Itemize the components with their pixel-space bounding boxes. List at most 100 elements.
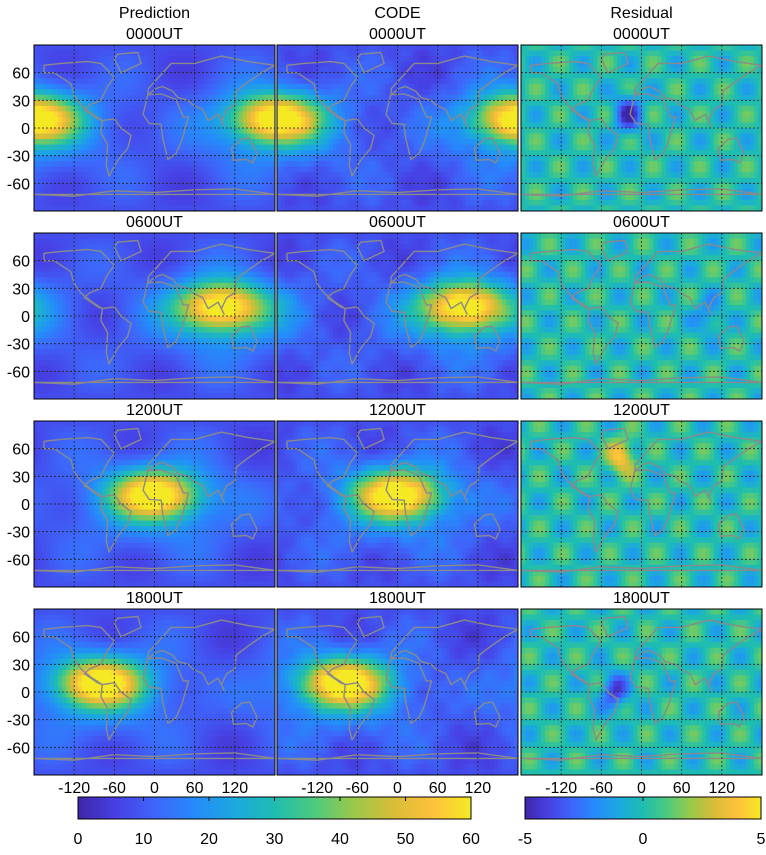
heatmap-cell — [187, 62, 192, 68]
heatmap-cell — [66, 111, 71, 117]
heatmap-cell — [569, 117, 574, 123]
heatmap-cell — [658, 167, 663, 173]
heatmap-cell — [285, 161, 290, 167]
heatmap-cell — [414, 194, 419, 200]
heatmap-cell — [211, 78, 216, 84]
heatmap-cell — [545, 106, 550, 112]
heatmap-cell — [263, 194, 268, 200]
heatmap-cell — [337, 194, 342, 200]
heatmap-cell — [658, 183, 663, 189]
heatmap-cell — [42, 45, 47, 51]
heatmap-cell — [349, 100, 354, 106]
heatmap-cell — [662, 56, 667, 62]
heatmap-cell — [533, 111, 538, 117]
heatmap-cell — [385, 62, 390, 68]
heatmap-cell — [506, 161, 511, 167]
heatmap-cell — [293, 139, 298, 145]
heatmap-cell — [642, 161, 647, 167]
heatmap-cell — [259, 161, 264, 167]
heatmap-cell — [277, 89, 282, 95]
heatmap-cell — [621, 200, 626, 206]
heatmap-cell — [502, 156, 507, 162]
heatmap-cell — [203, 78, 208, 84]
heatmap-cell — [446, 139, 451, 145]
heatmap-cell — [633, 194, 638, 200]
heatmap-cell — [365, 117, 370, 123]
heatmap-cell — [58, 156, 63, 162]
heatmap-cell — [309, 73, 314, 79]
heatmap-cell — [698, 134, 703, 140]
heatmap-cell — [545, 139, 550, 145]
heatmap-cell — [277, 51, 282, 57]
heatmap-cell — [247, 194, 252, 200]
heatmap-cell — [211, 156, 216, 162]
heatmap-cell — [654, 78, 659, 84]
heatmap-cell — [321, 200, 326, 206]
heatmap-cell — [134, 100, 139, 106]
heatmap-cell — [54, 51, 59, 57]
heatmap-cell — [171, 111, 176, 117]
heatmap-cell — [317, 145, 322, 151]
heatmap-cell — [66, 145, 71, 151]
heatmap-cell — [446, 194, 451, 200]
heatmap-cell — [398, 156, 403, 162]
heatmap-cell — [255, 117, 260, 123]
heatmap-cell — [418, 194, 423, 200]
heatmap-cell — [369, 78, 374, 84]
heatmap-cell — [553, 172, 558, 178]
heatmap-cell — [122, 183, 127, 189]
heatmap-cell — [243, 161, 248, 167]
heatmap-cell — [369, 73, 374, 79]
heatmap-cell — [521, 167, 526, 173]
heatmap-cell — [442, 200, 447, 206]
heatmap-cell — [126, 172, 131, 178]
heatmap-cell — [175, 56, 180, 62]
heatmap-cell — [301, 100, 306, 106]
heatmap-cell — [633, 62, 638, 68]
heatmap-cell — [46, 139, 51, 145]
heatmap-cell — [533, 78, 538, 84]
heatmap-cell — [78, 117, 83, 123]
heatmap-cell — [325, 183, 330, 189]
heatmap-cell — [389, 62, 394, 68]
heatmap-cell — [682, 145, 687, 151]
heatmap-cell — [670, 84, 675, 90]
heatmap-cell — [195, 117, 200, 123]
heatmap-cell — [118, 200, 123, 206]
heatmap-cell — [74, 78, 79, 84]
heatmap-cell — [494, 117, 499, 123]
heatmap-cell — [333, 161, 338, 167]
heatmap-cell — [259, 167, 264, 173]
heatmap-cell — [502, 45, 507, 51]
heatmap-cell — [297, 84, 302, 90]
heatmap-cell — [506, 78, 511, 84]
heatmap-cell — [694, 200, 699, 206]
heatmap-cell — [377, 111, 382, 117]
heatmap-cell — [482, 172, 487, 178]
heatmap-cell — [625, 128, 630, 134]
heatmap-cell — [666, 200, 671, 206]
heatmap-cell — [549, 128, 554, 134]
heatmap-cell — [277, 100, 282, 106]
heatmap-cell — [442, 161, 447, 167]
heatmap-cell — [410, 183, 415, 189]
heatmap-cell — [227, 73, 232, 79]
heatmap-cell — [525, 45, 530, 51]
heatmap-cell — [171, 139, 176, 145]
heatmap-cell — [613, 84, 618, 90]
heatmap-cell — [34, 73, 39, 79]
heatmap-cell — [259, 145, 264, 151]
heatmap-cell — [613, 194, 618, 200]
heatmap-cell — [498, 51, 503, 57]
heatmap-cell — [569, 161, 574, 167]
heatmap-cell — [187, 106, 192, 112]
heatmap-cell — [609, 167, 614, 173]
heatmap-cell — [426, 106, 431, 112]
heatmap-cell — [183, 161, 188, 167]
heatmap-cell — [90, 128, 95, 134]
heatmap-cell — [454, 100, 459, 106]
heatmap-cell — [478, 106, 483, 112]
heatmap-cell — [146, 73, 151, 79]
heatmap-cell — [219, 200, 224, 206]
heatmap-cell — [650, 62, 655, 68]
